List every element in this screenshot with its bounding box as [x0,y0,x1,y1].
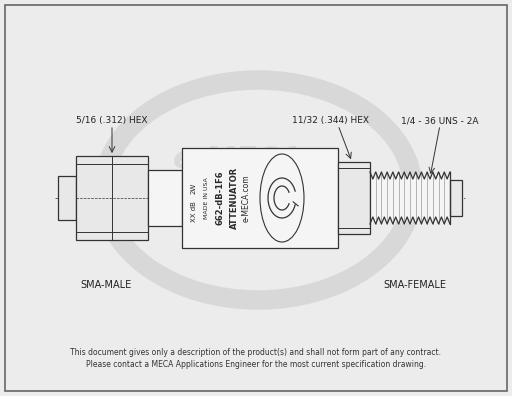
Text: This document gives only a description of the product(s) and shall not form part: This document gives only a description o… [71,348,441,357]
Text: e-MECA: e-MECA [173,145,303,175]
Bar [182,148,338,248]
Text: 5/16 (.312) HEX: 5/16 (.312) HEX [76,116,148,125]
Text: ATTENUATOR: ATTENUATOR [229,167,239,229]
Bar [450,180,462,216]
Text: SMA-MALE: SMA-MALE [80,280,132,290]
Text: 2W: 2W [191,183,197,194]
Text: 662-dB-1F6: 662-dB-1F6 [216,171,224,225]
Bar [338,162,370,234]
Text: XX dB: XX dB [191,202,197,223]
Ellipse shape [260,154,304,242]
Text: MADE IN USA: MADE IN USA [203,177,208,219]
Text: SMA-FEMALE: SMA-FEMALE [383,280,446,290]
Bar [148,170,182,226]
Bar [76,156,148,240]
Text: 1/4 - 36 UNS - 2A: 1/4 - 36 UNS - 2A [401,116,479,125]
Bar [58,176,76,220]
Text: e-MECA.com: e-MECA.com [242,174,250,222]
Text: Please contact a MECA Applications Engineer for the most current specification d: Please contact a MECA Applications Engin… [86,360,426,369]
Text: 11/32 (.344) HEX: 11/32 (.344) HEX [291,116,369,125]
